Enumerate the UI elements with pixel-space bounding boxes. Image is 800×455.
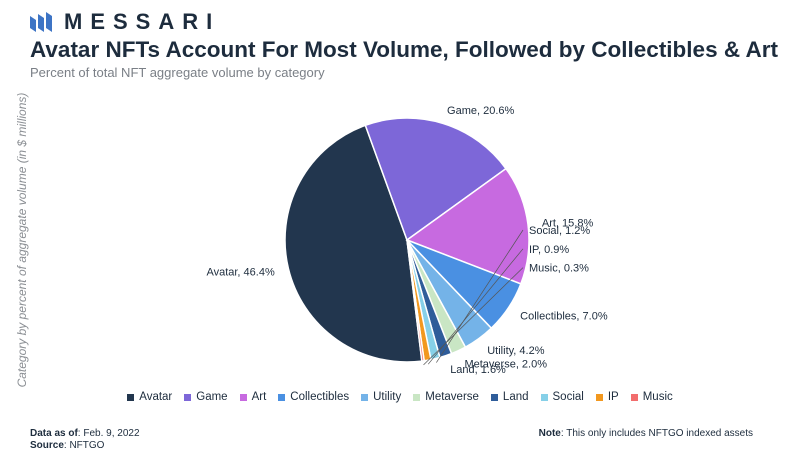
legend-label-game: Game [196,391,228,403]
legend-label-music: Music [642,391,673,403]
legend-item-land: Land [490,391,529,403]
chart-legend: Avatar Game Art Collectibles Utility Metavers… [0,391,800,403]
legend-swatch-ip [595,393,603,401]
legend-swatch-avatar [127,393,135,401]
legend-label-collectibles: Collectibles [290,391,350,403]
data-label-ip: IP, 0.9% [529,244,569,256]
messari-logo: MESSARI [30,9,221,34]
data-label-avatar: Avatar, 46.4% [206,267,275,279]
chart-title: Avatar NFTs Account For Most Volume, Fol… [30,37,778,62]
legend-swatch-land [490,393,498,401]
footer-note: Note: This only includes NFTGO indexed a… [539,428,753,439]
legend-item-collectibles: Collectibles [278,391,349,403]
data-label-utility: Utility, 4.2% [487,345,544,357]
data-as-of-value: : Feb. 9, 2022 [77,428,140,439]
data-label-collectibles: Collectibles, 7.0% [520,310,608,322]
legend-item-utility: Utility [361,391,401,403]
source-line: Source: NFTGO [30,440,140,452]
pie-slice-art [405,167,530,285]
legend-swatch-utility [361,393,369,401]
data-as-of-label: Data as of [30,428,78,439]
legend-item-game: Game [184,391,228,403]
data-label-metaverse: Metaverse, 2.0% [464,358,547,370]
legend-item-art: Art [239,391,267,403]
data-label-game: Game, 20.6% [447,105,514,117]
data-label-land: Land, 1.6% [450,364,506,376]
note-value: : This only includes NFTGO indexed asset… [560,428,753,439]
footer-source: Data as of: Feb. 9, 2022 Source: NFTGO [30,428,140,452]
legend-item-music: Music [630,391,673,403]
pie-slice-game [364,117,507,242]
data-label-music: Music, 0.3% [529,263,589,275]
legend-item-metaverse: Metaverse [413,391,479,403]
source-label: Source [30,440,64,451]
legend-label-metaverse: Metaverse [425,391,479,403]
legend-label-art: Art [251,391,267,403]
data-label-social: Social, 1.2% [529,225,590,237]
legend-label-ip: IP [607,391,619,403]
messari-wordmark: MESSARI [64,9,221,34]
legend-swatch-collectibles [278,393,286,401]
data-label-art: Art, 15.8% [542,218,594,230]
legend-label-utility: Utility [373,391,402,403]
leader-line-social [436,229,524,363]
data-as-of-line: Data as of: Feb. 9, 2022 [30,428,140,440]
legend-label-social: Social [552,391,584,403]
chart-subtitle: Percent of total NFT aggregate volume by… [30,65,325,80]
note-label: Note [538,428,561,439]
legend-label-land: Land [502,391,529,403]
legend-swatch-art [239,393,247,401]
pie-slice-music [406,239,425,362]
legend-label-avatar: Avatar [139,391,173,403]
legend-item-ip: IP [595,391,619,403]
legend-item-avatar: Avatar [127,391,172,403]
legend-swatch-music [630,393,638,401]
source-value: : NFTGO [63,440,105,451]
legend-swatch-social [540,393,548,401]
legend-item-social: Social [540,391,584,403]
leader-line-music [423,267,524,366]
pie-slice-avatar [284,124,423,363]
messari-logo-icon [30,12,52,32]
legend-swatch-metaverse [413,393,421,401]
legend-swatch-game [184,393,192,401]
